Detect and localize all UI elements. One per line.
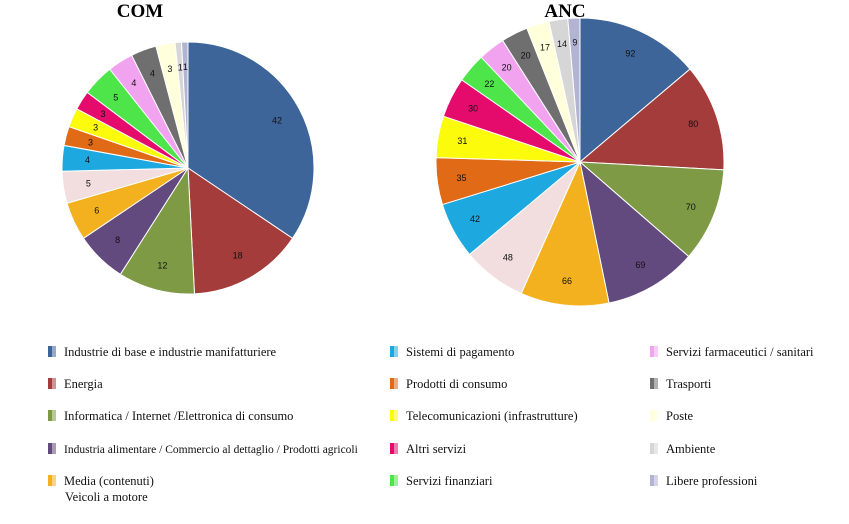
legend-label: Informatica / Internet /Elettronica di c… bbox=[64, 409, 294, 423]
legend-label: Libere professioni bbox=[666, 474, 758, 488]
pie-slice bbox=[187, 167, 294, 295]
slice-value-label: 12 bbox=[157, 260, 167, 270]
legend-swatch bbox=[390, 474, 398, 486]
legend-item: Servizi finanziari bbox=[390, 473, 492, 489]
legend-item: Altri servizi bbox=[390, 441, 466, 457]
slice-value-label: 42 bbox=[272, 116, 282, 126]
legend-label: Altri servizi bbox=[406, 442, 467, 456]
legend-label: Industria alimentare / Commercio al dett… bbox=[64, 444, 358, 456]
legend-swatch bbox=[48, 409, 56, 421]
slice-value-label: 70 bbox=[686, 202, 696, 212]
legend-item: Prodotti di consumo bbox=[390, 376, 507, 392]
legend-label: Telecomunicazioni (infrastrutture) bbox=[406, 409, 578, 423]
slice-value-label: 4 bbox=[150, 69, 155, 79]
legend-label-secondary: Veicoli a motore bbox=[65, 490, 148, 504]
legend-label: Media (contenuti) bbox=[64, 474, 154, 488]
slice-value-label: 6 bbox=[94, 206, 99, 216]
legend-label: Servizi finanziari bbox=[406, 474, 493, 488]
pie-slice bbox=[187, 41, 315, 240]
slice-value-label: 5 bbox=[113, 93, 118, 103]
legend-swatch bbox=[390, 345, 398, 357]
legend-swatch bbox=[650, 345, 658, 357]
slice-value-label: 20 bbox=[521, 51, 531, 61]
slice-value-label: 4 bbox=[131, 78, 136, 88]
pie-slice bbox=[578, 68, 725, 171]
legend-swatch bbox=[650, 442, 658, 454]
legend-swatch bbox=[390, 409, 398, 421]
slice-value-label: 66 bbox=[562, 276, 572, 286]
slice-value-label: 3 bbox=[88, 137, 93, 147]
legend-item: Trasporti bbox=[650, 376, 711, 392]
slice-value-label: 1 bbox=[178, 63, 183, 73]
pie-slice bbox=[578, 161, 725, 258]
pie-anc: 92 80 70 69 66 48 42 35 31 30 22 20 20 17 14 9 bbox=[435, 17, 725, 307]
legend-swatch bbox=[48, 345, 56, 357]
legend-item: Sistemi di pagamento bbox=[390, 344, 514, 360]
legend-item: Ambiente bbox=[650, 441, 715, 457]
legend-item: Informatica / Internet /Elettronica di c… bbox=[48, 408, 293, 424]
slice-value-label: 1 bbox=[183, 62, 188, 72]
slice-value-label: 14 bbox=[557, 39, 567, 49]
legend-label: Sistemi di pagamento bbox=[406, 345, 515, 359]
slice-value-label: 31 bbox=[457, 136, 467, 146]
legend-swatch bbox=[48, 443, 56, 454]
pie-slice bbox=[180, 41, 189, 169]
slice-value-label: 22 bbox=[484, 79, 494, 89]
legend-label: Prodotti di consumo bbox=[406, 377, 508, 391]
legend-item: Industria alimentare / Commercio al dett… bbox=[48, 442, 358, 458]
legend-label: Ambiente bbox=[666, 442, 716, 456]
slice-value-label: 8 bbox=[115, 235, 120, 245]
legend-swatch bbox=[390, 442, 398, 454]
legend-item: Media (contenuti) Veicoli a motore bbox=[48, 473, 154, 505]
legend-swatch bbox=[650, 377, 658, 389]
slice-value-label: 3 bbox=[93, 123, 98, 133]
slice-value-label: 4 bbox=[85, 155, 90, 165]
legend-swatch bbox=[390, 377, 398, 389]
slice-value-label: 69 bbox=[635, 260, 645, 270]
legend-item: Poste bbox=[650, 408, 693, 424]
pie-slice bbox=[579, 160, 690, 304]
legend-label: Servizi farmaceutici / sanitari bbox=[666, 345, 814, 359]
legend-item: Energia bbox=[48, 376, 103, 392]
legend-item: Industrie di base e industrie manifattur… bbox=[48, 344, 276, 360]
legend-item: Servizi farmaceutici / sanitari bbox=[650, 344, 814, 360]
slice-value-label: 18 bbox=[233, 251, 243, 261]
slice-value-label: 17 bbox=[540, 43, 550, 53]
slice-value-label: 92 bbox=[625, 49, 635, 59]
slice-value-label: 20 bbox=[502, 63, 512, 73]
legend-swatch bbox=[650, 409, 658, 421]
slice-value-label: 3 bbox=[100, 109, 105, 119]
legend-swatch bbox=[48, 474, 56, 486]
legend-swatch bbox=[650, 474, 658, 486]
slice-value-label: 35 bbox=[457, 173, 467, 183]
slice-value-label: 5 bbox=[86, 179, 91, 189]
legend-item: Libere professioni bbox=[650, 473, 757, 489]
chart-title-com: COM bbox=[117, 1, 164, 22]
pie-slice bbox=[567, 17, 581, 163]
legend-label: Trasporti bbox=[666, 377, 712, 391]
legend-swatch bbox=[48, 377, 56, 389]
slice-value-label: 3 bbox=[167, 64, 172, 74]
pie-slice bbox=[579, 17, 691, 164]
slice-value-label: 80 bbox=[688, 119, 698, 129]
slice-value-label: 30 bbox=[468, 103, 478, 113]
legend: Industrie di base e industrie manifattur… bbox=[0, 330, 849, 520]
legend-label: Energia bbox=[64, 377, 103, 391]
legend-item: Telecomunicazioni (infrastrutture) bbox=[390, 408, 578, 424]
slice-value-label: 48 bbox=[503, 252, 513, 262]
slice-value-label: 9 bbox=[572, 38, 577, 48]
chart-title-anc: ANC bbox=[544, 1, 585, 22]
slice-value-label: 42 bbox=[470, 214, 480, 224]
legend-label: Industrie di base e industrie manifattur… bbox=[64, 345, 277, 359]
legend-label: Poste bbox=[666, 409, 694, 423]
pie-slice bbox=[520, 160, 610, 307]
pie-slice bbox=[119, 166, 196, 295]
